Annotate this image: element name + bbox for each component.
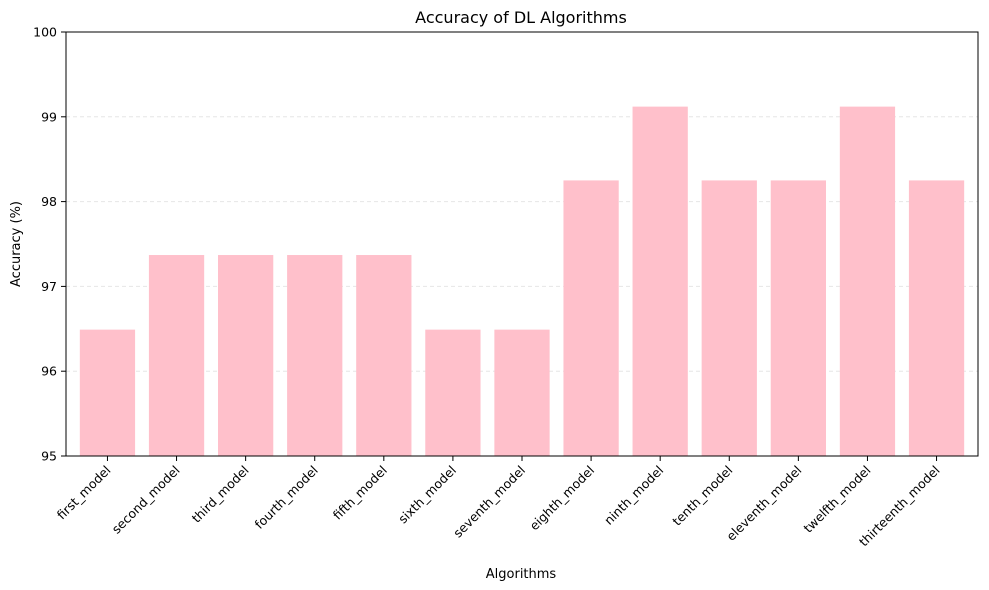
bar	[148, 255, 205, 456]
bar	[79, 329, 136, 456]
bar	[218, 255, 274, 456]
bar	[563, 180, 619, 456]
bar	[494, 329, 550, 456]
bar	[425, 329, 481, 456]
y-tick-label: 99	[41, 109, 57, 124]
bar	[356, 255, 412, 456]
y-tick-label: 95	[41, 449, 57, 464]
y-tick-label: 97	[41, 279, 57, 294]
bar	[287, 255, 343, 456]
bar	[839, 106, 896, 457]
y-axis-ticks: 95 96 97 98 99 100	[33, 25, 66, 464]
bar	[770, 180, 826, 456]
bar	[908, 180, 965, 456]
y-tick-label: 98	[41, 194, 57, 209]
y-axis-label: Accuracy (%)	[9, 201, 24, 287]
y-tick-label: 100	[33, 25, 57, 40]
bars	[79, 106, 965, 457]
chart-title: Accuracy of DL Algorithms	[415, 8, 627, 27]
y-tick-label: 96	[41, 364, 57, 379]
bar	[701, 180, 757, 456]
bar	[632, 106, 688, 457]
x-axis-label: Algorithms	[486, 567, 557, 582]
